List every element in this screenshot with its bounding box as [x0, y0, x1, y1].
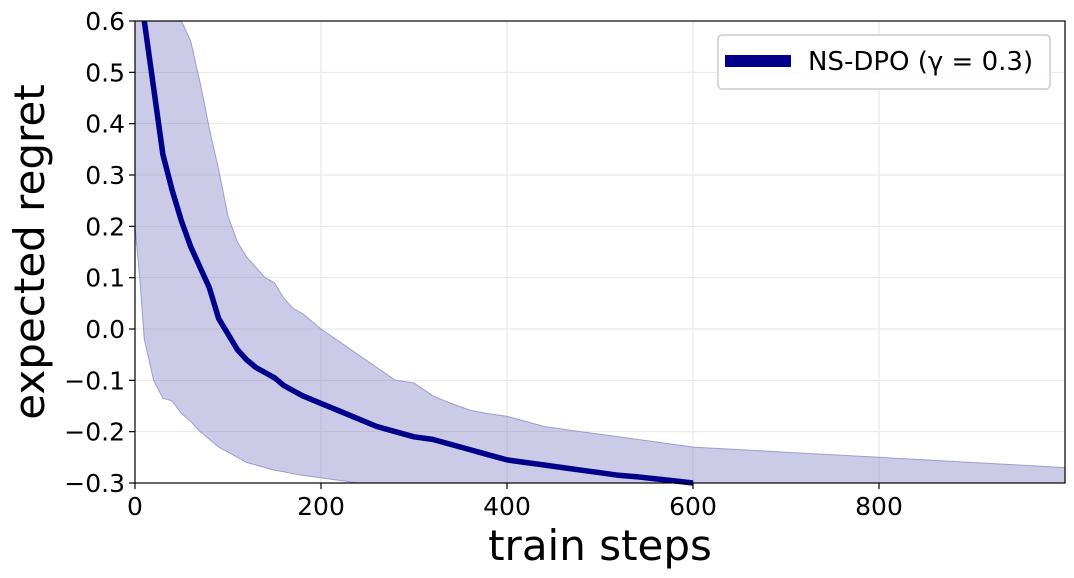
x-tick-label: 0: [127, 492, 143, 521]
legend-label: NS-DPO (γ = 0.3): [808, 47, 1033, 77]
y-tick-label: 0.2: [85, 212, 125, 241]
x-axis-label: train steps: [488, 521, 712, 570]
x-tick-layer: 0 200 400 600 800: [127, 483, 903, 521]
x-tick-label: 800: [855, 492, 903, 521]
x-tick-label: 400: [483, 492, 531, 521]
series-line: [141, 20, 694, 486]
legend-swatch: [725, 55, 791, 67]
y-tick-layer: 0.6 0.5 0.4 0.3 0.2 0.1 0.0 −0.1 −0.2 −0.3: [64, 7, 135, 498]
y-axis-label: expected regret: [5, 84, 54, 419]
confidence-band: [134, 20, 1066, 484]
legend: NS-DPO (γ = 0.3): [717, 34, 1051, 90]
y-tick-label: −0.3: [64, 469, 125, 498]
y-tick-label: 0.6: [85, 7, 125, 36]
x-tick-label: 600: [669, 492, 717, 521]
legend-box: [717, 34, 1051, 90]
y-tick-label: −0.2: [64, 418, 125, 447]
y-tick-label: 0.4: [85, 110, 125, 139]
y-tick-label: 0.1: [85, 264, 125, 293]
x-tick-label: 200: [297, 492, 345, 521]
y-tick-label: 0.5: [85, 58, 125, 87]
y-tick-label: 0.3: [85, 161, 125, 190]
plot-frame: [134, 20, 1066, 484]
confidence-band-layer: [134, 20, 1066, 484]
y-tick-label: −0.1: [64, 366, 125, 395]
series-line-layer: [141, 20, 694, 486]
y-tick-label: 0.0: [85, 315, 125, 344]
